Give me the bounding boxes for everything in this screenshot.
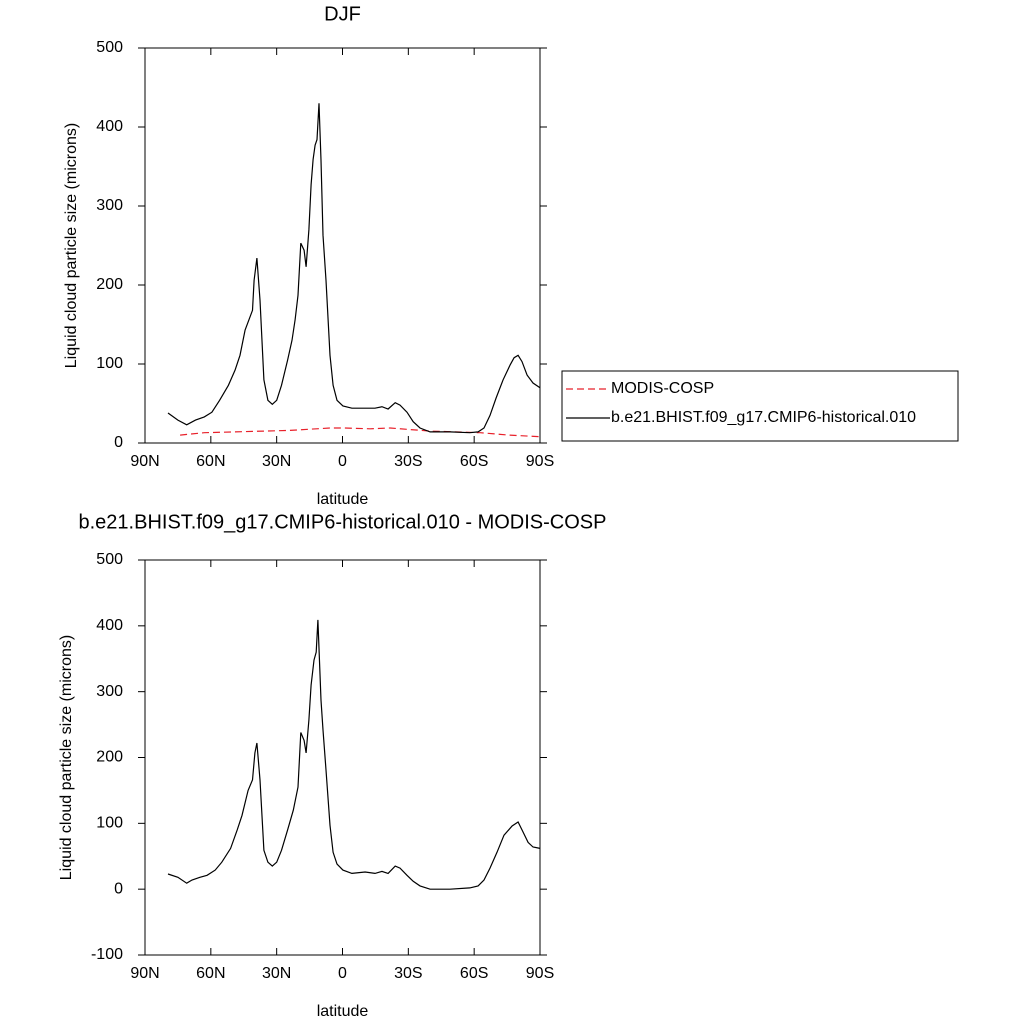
x-tick-label: 30N xyxy=(262,453,291,470)
x-tick-label: 90S xyxy=(526,965,554,982)
x-axis-label: latitude xyxy=(317,1003,369,1020)
y-tick-label: 500 xyxy=(96,551,123,568)
x-tick-label: 30S xyxy=(394,965,422,982)
y-tick-label: 300 xyxy=(96,197,123,214)
y-tick-label: 300 xyxy=(96,683,123,700)
y-tick-label: 400 xyxy=(96,118,123,135)
y-tick-label: 100 xyxy=(96,355,123,372)
chart-title: b.e21.BHIST.f09_g17.CMIP6-historical.010… xyxy=(79,511,607,533)
x-tick-label: 30S xyxy=(394,453,422,470)
legend-label: b.e21.BHIST.f09_g17.CMIP6-historical.010 xyxy=(611,409,916,426)
x-tick-label: 0 xyxy=(338,453,347,470)
x-tick-label: 60N xyxy=(196,965,225,982)
x-axis-label: latitude xyxy=(317,491,369,508)
x-tick-label: 90N xyxy=(130,453,159,470)
y-tick-label: 200 xyxy=(96,276,123,293)
y-tick-label: 200 xyxy=(96,749,123,766)
y-tick-label: 0 xyxy=(114,880,123,897)
x-tick-label: 60S xyxy=(460,965,488,982)
x-tick-label: 0 xyxy=(338,965,347,982)
y-axis-label: Liquid cloud particle size (microns) xyxy=(63,123,80,368)
plot-frame xyxy=(144,559,541,956)
y-tick-label: 400 xyxy=(96,617,123,634)
x-tick-label: 60S xyxy=(460,453,488,470)
data-line xyxy=(167,619,541,890)
plot-frame xyxy=(144,47,541,444)
legend-box xyxy=(561,370,959,442)
legend-label: MODIS-COSP xyxy=(611,380,714,397)
y-tick-label: 100 xyxy=(96,815,123,832)
data-line xyxy=(180,427,541,438)
chart-title: DJF xyxy=(324,3,361,25)
y-tick-label: -100 xyxy=(91,946,123,963)
x-tick-label: 90S xyxy=(526,453,554,470)
y-tick-label: 500 xyxy=(96,39,123,56)
x-tick-label: 90N xyxy=(130,965,159,982)
data-line xyxy=(167,103,541,434)
y-tick-label: 0 xyxy=(114,434,123,451)
y-axis-label: Liquid cloud particle size (microns) xyxy=(58,635,75,880)
x-tick-label: 30N xyxy=(262,965,291,982)
x-tick-label: 60N xyxy=(196,453,225,470)
